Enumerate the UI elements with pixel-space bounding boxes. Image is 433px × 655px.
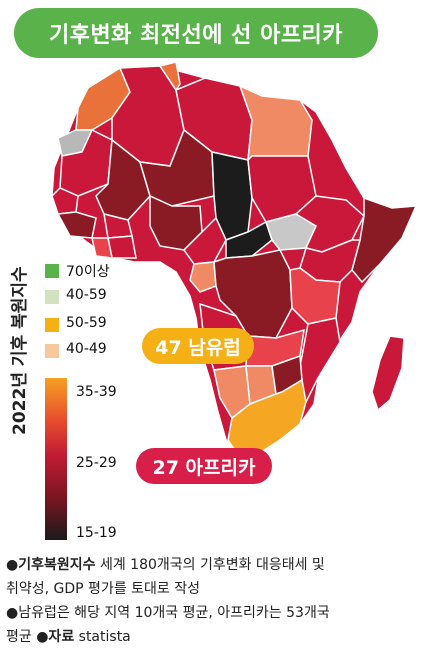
legend-gradient-label-low: 15-19 (76, 525, 117, 541)
country-tunisia (158, 61, 181, 92)
callout-south-europe: 47 남유럽 (142, 328, 254, 364)
legend-label-50-59: 50-59 (66, 315, 107, 331)
country-madagascar (371, 335, 405, 412)
legend-gradient-bar (45, 378, 67, 540)
legend-swatch-50-59 (45, 318, 59, 332)
footnote-text-4: 평균 (6, 629, 37, 645)
country-gabon (189, 261, 217, 293)
country-ghana (107, 235, 137, 259)
footnote-line-3: ●남유럽은 해당 지역 10개국 평균, 아프리카는 53개국 (6, 605, 330, 621)
legend-gradient-label-high: 35-39 (76, 384, 117, 400)
footnote-text-1: 세계 180개국의 기후변화 대응태세 및 (95, 557, 325, 573)
legend-swatch-40-49 (45, 344, 59, 358)
legend-label-40-49: 40-49 (66, 341, 107, 357)
country-drc (213, 249, 293, 339)
country-tanzania (289, 267, 341, 325)
legend-gradient-label-mid: 25-29 (76, 455, 117, 471)
legend-swatch-70plus (45, 264, 59, 278)
footnote-source: statista (74, 629, 131, 645)
footnote-term: ●기후복원지수 (6, 557, 96, 573)
vertical-axis-label: 2022년 기후 복원지수 (10, 266, 30, 435)
country-mali (95, 138, 151, 221)
country-guinea (56, 211, 97, 239)
page-title: 기후변화 최전선에 선 아프리카 (14, 8, 378, 58)
legend-label-40-59: 40-59 (66, 287, 107, 303)
country-senegal (51, 187, 79, 215)
footnote-line-1: ●기후복원지수 세계 180개국의 기후변화 대응태세 및 (6, 553, 430, 577)
footnote-source-label: ●자료 (36, 629, 75, 645)
footnote-line-4: 평균 ●자료 statista (6, 625, 430, 649)
country-somalia (351, 196, 418, 284)
callout-africa: 27 아프리카 (136, 448, 272, 484)
footnote-line-2: 취약성, GDP 평가를 토대로 작성 (6, 581, 201, 597)
country-cote-divoire (91, 237, 113, 259)
footnotes: ●기후복원지수 세계 180개국의 기후변화 대응태세 및 취약성, GDP 평… (6, 553, 430, 649)
legend-label-70plus: 70이상 (66, 264, 110, 280)
legend-swatch-40-59 (45, 290, 59, 304)
